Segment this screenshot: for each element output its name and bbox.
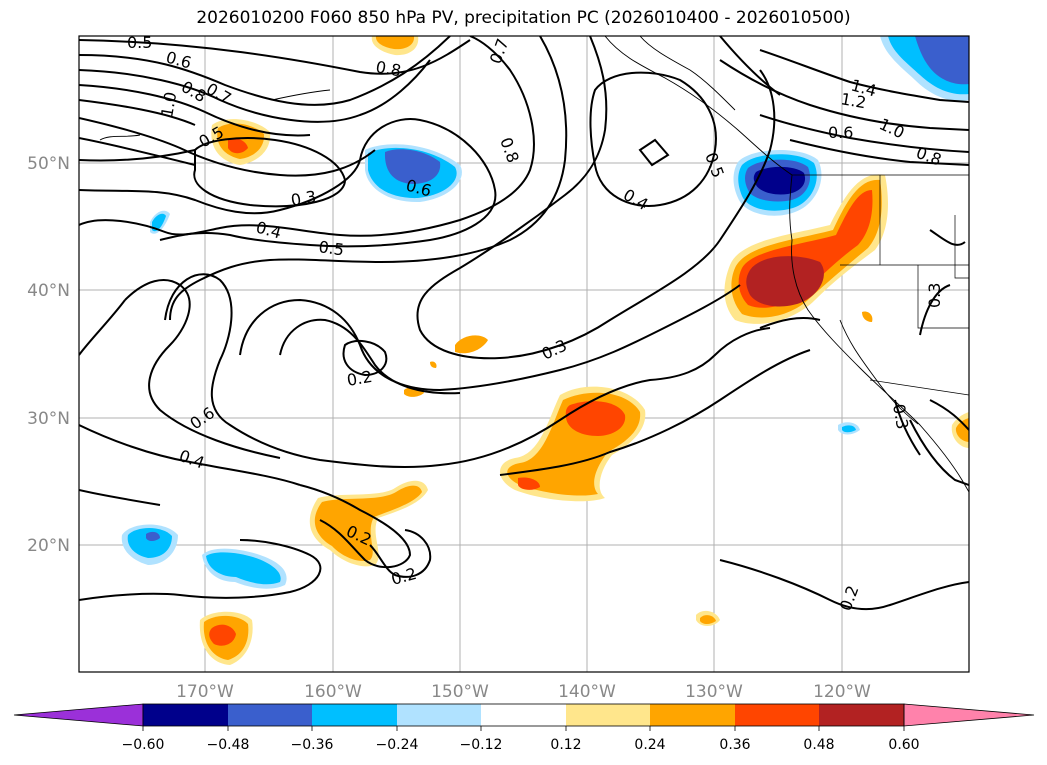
- contour-label: 1.0: [157, 90, 180, 118]
- contour-label: 0.5: [127, 33, 152, 52]
- colorbar-tick: 0.60: [888, 737, 919, 753]
- pv-contours: [79, 36, 969, 611]
- contour-label: 0.8: [374, 57, 402, 80]
- lat-tick: 20°N: [27, 536, 70, 556]
- colorbar-tick: 0.36: [719, 737, 750, 753]
- lon-tick: 130°W: [685, 682, 743, 702]
- lon-axis: 170°W 160°W 150°W 140°W 130°W 120°W: [176, 682, 871, 702]
- contour-label: 0.3: [289, 187, 317, 210]
- political-borders: [792, 174, 969, 396]
- lat-tick: 30°N: [27, 409, 70, 429]
- contour-label: 0.6: [828, 123, 853, 142]
- map-title: 2026010200 F060 850 hPa PV, precipitatio…: [196, 8, 851, 28]
- contour-label: 0.2: [345, 367, 373, 390]
- colorbar-tick: 0.24: [634, 737, 665, 753]
- lat-tick: 40°N: [27, 281, 70, 301]
- colorbar-tick: 0.12: [550, 737, 581, 753]
- contour-label: 0.3: [889, 402, 912, 430]
- lon-tick: 150°W: [431, 682, 489, 702]
- colorbar-bin: [228, 704, 312, 726]
- precip-negative: [121, 36, 969, 589]
- colorbar-bin: [397, 704, 481, 726]
- colorbar-bin: [819, 704, 904, 726]
- colorbar-bin: [481, 704, 566, 726]
- lat-axis: 50°N 40°N 30°N 20°N: [27, 154, 70, 556]
- colorbar-bin: [143, 704, 228, 726]
- colorbar-bin: [312, 704, 397, 726]
- colorbar-bin: [650, 704, 735, 726]
- contour-label: 0.3: [925, 283, 944, 308]
- lon-tick: 140°W: [558, 682, 616, 702]
- lat-tick: 50°N: [27, 154, 70, 174]
- lon-tick: 160°W: [304, 682, 362, 702]
- colorbar-bin: [566, 704, 650, 726]
- coastline: [99, 36, 969, 493]
- colorbar-tick: −0.48: [207, 737, 250, 753]
- colorbar-tick: −0.36: [291, 737, 334, 753]
- colorbar: −0.60 −0.48 −0.36 −0.24 −0.12 0.12 0.24 …: [13, 703, 1035, 753]
- contour-label: 1.2: [839, 89, 867, 112]
- colorbar-extend-min: [13, 703, 144, 727]
- contour-label: 0.5: [317, 237, 345, 259]
- colorbar-tick: −0.12: [460, 737, 503, 753]
- map-frame: [78, 35, 970, 673]
- colorbar-tick: −0.60: [122, 737, 165, 753]
- colorbar-extend-max: [903, 703, 1035, 727]
- colorbar-bin: [735, 704, 819, 726]
- precip-positive: [199, 36, 969, 665]
- colorbar-tick: −0.24: [376, 737, 419, 753]
- colorbar-tick: 0.48: [803, 737, 834, 753]
- lon-tick: 120°W: [813, 682, 871, 702]
- lon-tick: 170°W: [176, 682, 234, 702]
